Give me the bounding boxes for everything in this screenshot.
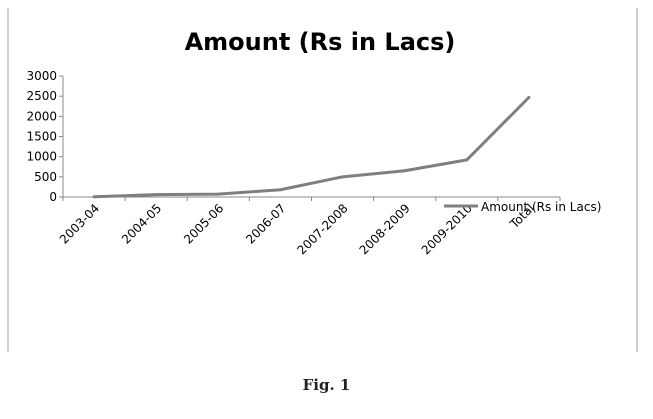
y-axis: 0 500 1000 1500 2000 2500 3000 [26, 69, 64, 204]
y-tick-label: 2500 [26, 89, 57, 103]
y-tick-label: 500 [34, 170, 57, 184]
x-tick-label: 2009-2010 [419, 201, 475, 257]
y-tick-label: 3000 [26, 69, 57, 83]
x-tick-label: 2004-05 [119, 201, 164, 246]
x-tick-label: 2003-04 [57, 201, 102, 246]
data-point [92, 195, 96, 199]
series-layer [92, 95, 531, 199]
chart-title: Amount (Rs in Lacs) [185, 28, 456, 56]
data-point [465, 158, 469, 162]
data-point [216, 192, 220, 196]
data-point [341, 175, 345, 179]
x-tick-label: 2006-07 [243, 201, 288, 246]
data-point [154, 193, 158, 197]
x-tick-label: 2008-2009 [357, 201, 413, 257]
data-point [403, 169, 407, 173]
y-tick-label: 2000 [26, 109, 57, 123]
legend: Amount (Rs in Lacs) [444, 200, 601, 214]
y-tick-label: 1500 [26, 130, 57, 144]
x-tick-label: 2007-2008 [295, 201, 351, 257]
figure-caption: Fig. 1 [302, 376, 351, 394]
legend-label: Amount (Rs in Lacs) [481, 200, 601, 214]
data-point [278, 188, 282, 192]
series-line [94, 96, 531, 199]
data-point [527, 95, 531, 99]
y-tick-label: 1000 [26, 150, 57, 164]
x-tick-label: 2005-06 [181, 201, 226, 246]
y-tick-label: 0 [49, 190, 57, 204]
